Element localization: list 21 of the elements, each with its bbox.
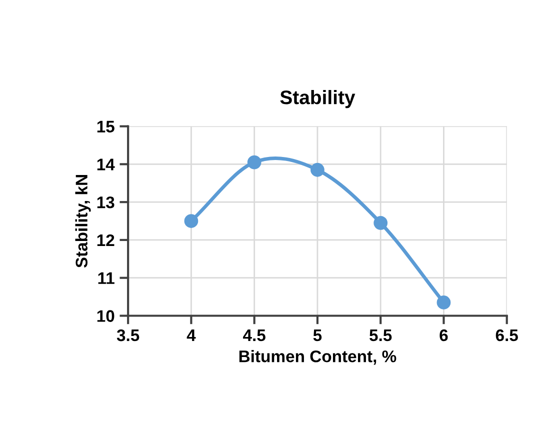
x-tick-label: 5 [313,330,322,342]
chart-title: Stability [280,90,356,108]
point [374,216,388,230]
point [436,296,451,310]
x-tick-label: 4.5 [243,330,266,342]
point [247,155,262,170]
x-tick-label: 5.5 [370,330,392,342]
y-tick-label: 10 [97,310,114,322]
y-tick-label: 14 [97,158,115,170]
y-tick-label: 12 [97,234,114,246]
x-axis-title: Bitumen Content, % [239,350,396,365]
x-tick-label: 6 [440,329,448,342]
point [310,162,324,177]
y-tick-label: 15 [97,120,114,133]
point [184,214,198,228]
x-tick-label: 4 [186,330,196,342]
y-tick-label: 13 [97,196,114,208]
x-tick-label: 6.5 [496,329,518,342]
y-tick-label: 11 [98,272,114,284]
y-axis-title: Stability, kN [75,175,91,268]
x-tick-label: 3.5 [116,329,140,342]
